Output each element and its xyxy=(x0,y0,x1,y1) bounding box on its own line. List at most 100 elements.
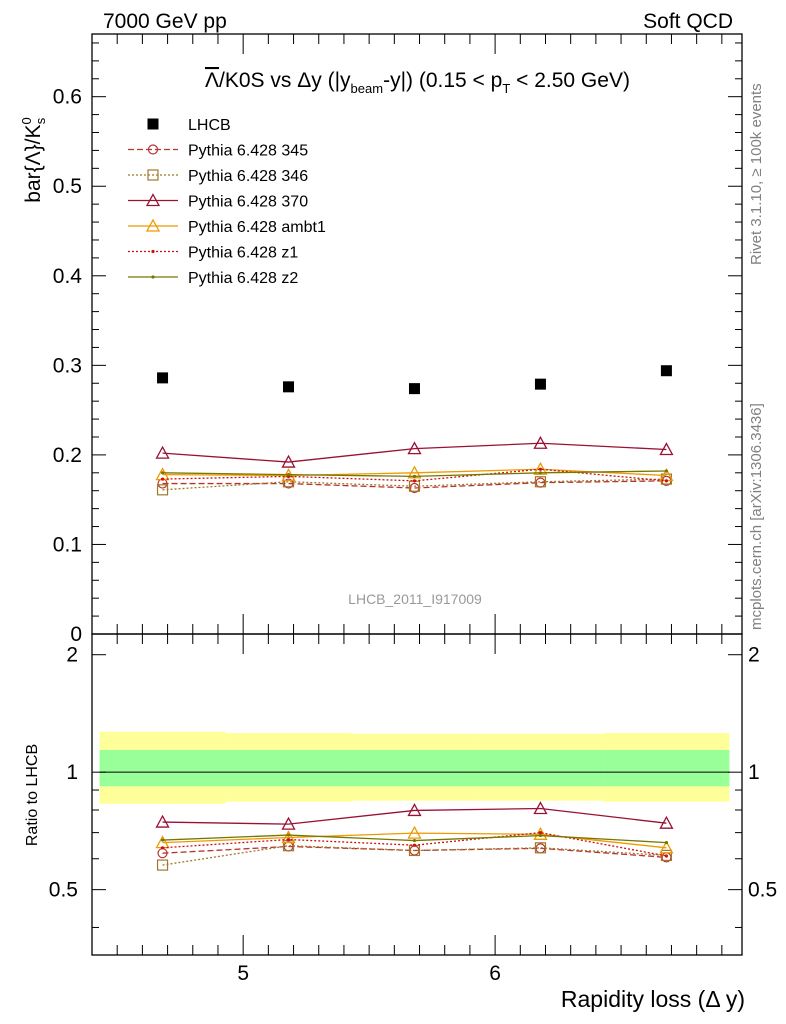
legend-marker-z1 xyxy=(151,249,155,254)
ratio-point-z2 xyxy=(664,840,669,845)
main-point-z1 xyxy=(412,479,417,483)
title-rest: /K0S vs Δy (|y xyxy=(219,69,351,92)
ratio-band-inner xyxy=(351,749,478,787)
main-ytick-label: 0.4 xyxy=(53,265,83,288)
ratio-ytick-label-right: 1 xyxy=(748,761,760,784)
main-point-lhcb xyxy=(660,365,672,377)
legend-marker-p346 xyxy=(147,169,159,181)
ratio-line-p346 xyxy=(162,845,667,866)
main-point-p346 xyxy=(534,476,547,488)
ylabel-main-sup: 0 xyxy=(19,117,34,124)
ratio-ytick-label-right: 2 xyxy=(748,644,760,667)
main-point-p370 xyxy=(659,442,674,456)
legend-label-z1: Pythia 6.428 z1 xyxy=(188,245,298,262)
ratio-point-ambt1 xyxy=(407,825,422,839)
legend-marker-ambt1 xyxy=(145,218,161,232)
ratio-band-inner xyxy=(225,749,352,787)
main-panel: 0 0.1 0.2 0.3 0.4 0.5 0.6 xyxy=(53,33,743,646)
main-point-z2 xyxy=(160,471,165,475)
ratio-panel: 0.5 0.5 1 1 2 2 5 6 xyxy=(49,633,777,985)
legend-label-z2: Pythia 6.428 z2 xyxy=(188,270,298,287)
ratio-point-z2 xyxy=(160,838,165,842)
ratio-point-p346 xyxy=(660,849,673,861)
main-ytick-label: 0.1 xyxy=(53,533,82,556)
legend-marker-z2 xyxy=(151,275,155,279)
svg-text:bar{Λ}/K0s: bar{Λ}/K0s xyxy=(19,117,48,202)
main-point-lhcb xyxy=(534,378,546,390)
ratio-point-p346 xyxy=(156,859,169,871)
legend-label-p346: Pythia 6.428 346 xyxy=(188,168,308,185)
main-point-lhcb xyxy=(408,383,420,395)
ratio-point-p370 xyxy=(281,816,296,830)
main-point-z1 xyxy=(538,467,543,471)
main-line-ambt1 xyxy=(162,468,667,477)
main-point-z2 xyxy=(286,472,291,477)
xlabel: Rapidity loss (Δ y) xyxy=(561,986,745,1012)
title-t-sub: T xyxy=(502,81,510,96)
ratio-band-inner xyxy=(99,749,226,787)
ylabel-main: bar{Λ}/K0s xyxy=(19,117,48,202)
header-left: 7000 GeV pp xyxy=(103,10,227,33)
main-line-p370 xyxy=(162,442,667,463)
watermark: LHCB_2011_I917009 xyxy=(348,591,482,607)
ylabel-main-sub: s xyxy=(33,117,48,124)
title-mid: -y|) (0.15 < p xyxy=(383,69,502,92)
title-beam-sub: beam xyxy=(351,81,384,96)
main-line-p346 xyxy=(162,478,667,491)
legend: LHCB Pythia 6.428 345 Pythia 6.428 346 Pyth… xyxy=(128,117,326,287)
xtick-label: 6 xyxy=(489,962,501,985)
ratio-point-z1 xyxy=(286,837,291,842)
main-point-p370 xyxy=(281,454,296,468)
legend-label-lhcb: LHCB xyxy=(188,117,231,134)
legend-marker-lhcb xyxy=(147,118,159,130)
main-point-z1 xyxy=(160,477,165,481)
ratio-line-ambt1 xyxy=(162,832,667,849)
ratio-ytick-label-left: 2 xyxy=(66,644,78,667)
main-ytick-label: 0.6 xyxy=(53,86,82,109)
ratio-ytick-label-right: 0.5 xyxy=(748,879,777,902)
ratio-band-inner xyxy=(603,749,730,787)
main-ytick-label: 0.3 xyxy=(53,354,82,377)
header-right: Soft QCD xyxy=(643,10,733,33)
ratio-point-z2 xyxy=(286,833,291,837)
legend-label-ambt1: Pythia 6.428 ambt1 xyxy=(188,219,326,236)
main-point-z2 xyxy=(664,469,669,473)
ratio-point-p370 xyxy=(659,815,674,829)
ratio-band-inner xyxy=(477,749,604,787)
main-line-p345 xyxy=(162,480,667,489)
ratio-point-z1 xyxy=(664,854,669,858)
main-point-z2 xyxy=(538,471,543,475)
ratio-point-ambt1 xyxy=(281,830,296,844)
main-point-p370 xyxy=(533,435,548,449)
ratio-point-p346 xyxy=(534,842,547,854)
ratio-point-z1 xyxy=(160,846,165,850)
ratio-line-p370 xyxy=(162,807,667,825)
ratio-point-ambt1 xyxy=(659,840,674,854)
mcplots-label: mcplots.cern.ch [arXiv:1306.3436] xyxy=(748,403,765,630)
ratio-point-ambt1 xyxy=(533,826,548,840)
ratio-point-z1 xyxy=(412,843,417,847)
ratio-point-p370 xyxy=(533,801,548,815)
ratio-frame xyxy=(91,633,743,956)
main-ytick-label: 0 xyxy=(70,623,82,646)
xtick-label: 5 xyxy=(237,962,249,985)
legend-label-p345: Pythia 6.428 345 xyxy=(188,143,308,160)
main-point-lhcb xyxy=(283,381,295,393)
main-ytick-label: 0.5 xyxy=(53,175,82,198)
ratio-point-z2 xyxy=(412,838,417,843)
main-point-p346 xyxy=(156,484,169,496)
title-end: < 2.50 GeV) xyxy=(510,69,630,92)
main-point-z1 xyxy=(664,479,669,483)
main-point-z2 xyxy=(412,474,417,478)
main-point-p370 xyxy=(155,445,170,459)
legend-marker-p370 xyxy=(145,193,161,207)
ratio-point-z1 xyxy=(538,831,543,835)
ratio-ytick-label-left: 0.5 xyxy=(49,879,78,902)
title-lambda: Λ xyxy=(205,69,219,92)
main-point-p370 xyxy=(407,441,422,455)
main-point-lhcb xyxy=(157,372,169,384)
ylabel-main-prefix: bar{Λ}/K xyxy=(22,124,45,202)
rivet-label: Rivet 3.1.10, ≥ 100k events xyxy=(748,83,765,265)
legend-marker-p345 xyxy=(147,144,159,155)
